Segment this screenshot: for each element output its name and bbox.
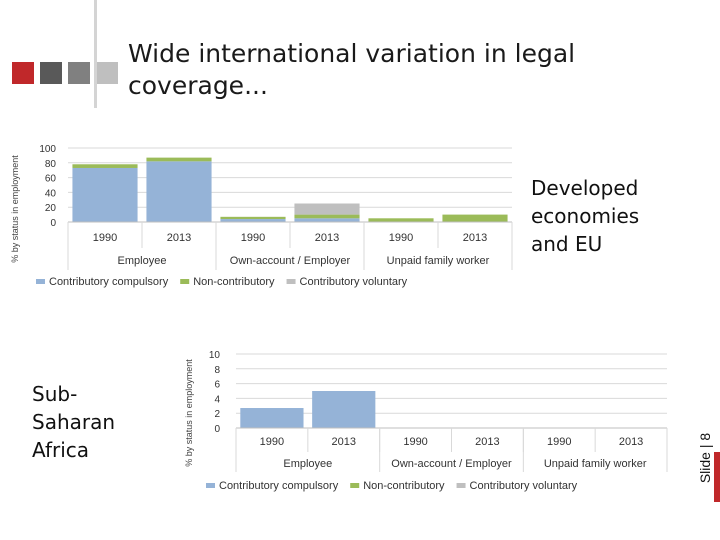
x-tick-label: 1990 [547, 436, 571, 448]
bar-contributory-compulsory [146, 161, 212, 222]
slide-number: Slide | 8 [694, 420, 716, 496]
bar-contributory-voluntary [294, 203, 360, 215]
region-label-africa: Sub-Saharan Africa [32, 382, 116, 462]
y-tick-label: 80 [45, 159, 57, 170]
x-tick-label: 2013 [167, 232, 191, 244]
y-tick-label: 6 [214, 380, 220, 391]
bar-contributory-compulsory [294, 218, 360, 222]
legend-label: Non-contributory [193, 276, 275, 288]
y-tick-label: 2 [214, 409, 220, 420]
header-divider [94, 0, 97, 108]
x-tick-label: 1990 [403, 436, 427, 448]
y-tick-label: 40 [45, 188, 57, 199]
legend-swatch [286, 279, 296, 284]
slide-accent-bar [714, 452, 720, 502]
bar-non-contributory [220, 216, 286, 220]
legend-label: Non-contributory [363, 480, 445, 492]
slide-title: Wide international variation in legal co… [128, 39, 576, 100]
accent-square-light-gray [96, 62, 118, 84]
y-tick-label: 10 [209, 350, 221, 361]
region-label-developed: Developed economies and EU [531, 176, 640, 256]
x-group-label: Own-account / Employer [391, 458, 512, 470]
accent-square-dark-gray [40, 62, 62, 84]
y-tick-label: 0 [50, 218, 56, 229]
legend-swatch [36, 279, 45, 284]
x-group-label: Employee [118, 255, 167, 267]
bar-non-contributory [368, 218, 434, 222]
y-tick-label: 20 [45, 203, 57, 214]
legend-swatch [206, 483, 215, 488]
legend-label: Contributory compulsory [219, 480, 339, 492]
bar-non-contributory [294, 214, 360, 219]
legend-swatch [350, 483, 360, 488]
x-tick-label: 2013 [332, 436, 356, 448]
legend-swatch [180, 279, 190, 284]
y-tick-label: 4 [214, 394, 220, 405]
x-tick-label: 1990 [389, 232, 413, 244]
x-group-label: Unpaid family worker [544, 458, 647, 470]
bar-contributory-compulsory [312, 391, 376, 428]
y-tick-label: 0 [214, 424, 220, 435]
x-group-label: Own-account / Employer [230, 255, 351, 267]
bar-contributory-compulsory [72, 167, 138, 222]
x-group-label: Unpaid family worker [387, 255, 490, 267]
bar-non-contributory [146, 157, 212, 162]
slide-number-text: Slide | 8 [697, 432, 713, 484]
x-tick-label: 1990 [241, 232, 265, 244]
accent-square-red [12, 62, 34, 84]
bar-non-contributory [72, 164, 138, 168]
x-tick-label: 2013 [475, 436, 499, 448]
y-tick-label: 8 [214, 365, 220, 376]
legend-swatch [456, 483, 466, 488]
y-axis-label: % by status in employment [10, 155, 20, 263]
x-tick-label: 2013 [315, 232, 339, 244]
bar-non-contributory [442, 214, 508, 222]
legend-label: Contributory compulsory [49, 276, 169, 288]
legend-label: Contributory voluntary [470, 480, 578, 492]
legend-label: Contributory voluntary [300, 276, 408, 288]
y-tick-label: 100 [39, 144, 56, 155]
x-tick-label: 1990 [260, 436, 284, 448]
x-tick-label: 2013 [619, 436, 643, 448]
bar-contributory-compulsory [240, 408, 304, 428]
x-tick-label: 1990 [93, 232, 117, 244]
bar-contributory-compulsory [220, 219, 286, 222]
y-axis-label: % by status in employment [184, 359, 194, 467]
chart-developed: % by status in employment 0 20 40 60 80 100 199… [10, 144, 513, 288]
chart-africa: % by status in employment 0 2 4 6 8 10 1990 2013… [184, 350, 668, 492]
x-group-label: Employee [283, 458, 332, 470]
x-tick-label: 2013 [463, 232, 487, 244]
accent-square-gray [68, 62, 90, 84]
y-tick-label: 60 [45, 174, 57, 185]
